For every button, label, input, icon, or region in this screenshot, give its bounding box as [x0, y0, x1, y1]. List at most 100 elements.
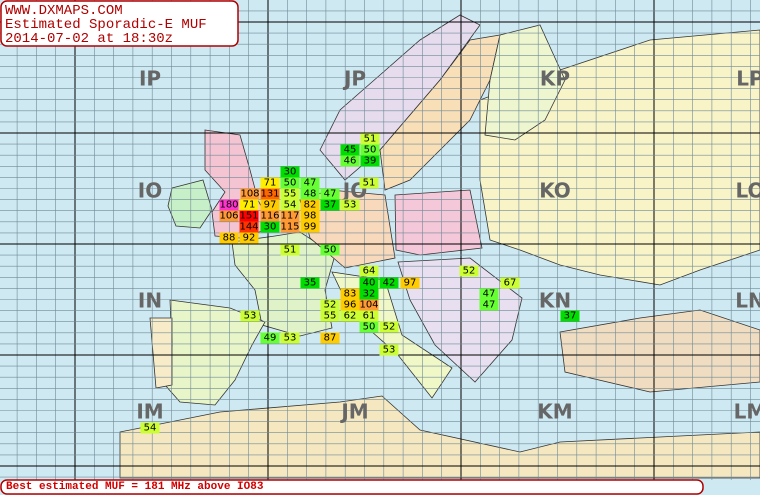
muf-cell: [340, 288, 360, 300]
muf-value: 104: [359, 300, 378, 311]
site-name: WWW.DXMAPS.COM: [5, 3, 123, 19]
muf-value: 71: [243, 200, 256, 211]
muf-cell: [280, 199, 300, 211]
muf-value: 54: [144, 423, 157, 434]
muf-value: 47: [483, 289, 496, 300]
muf-cell: [300, 177, 320, 189]
muf-cell: [280, 210, 300, 222]
muf-cell: [340, 144, 360, 156]
muf-value: 116: [260, 211, 279, 222]
muf-value: 115: [280, 222, 299, 233]
muf-cell: [359, 310, 379, 322]
locator-label: JP: [342, 67, 366, 91]
muf-cell: [239, 221, 259, 233]
muf-value: 131: [260, 189, 279, 200]
muf-cell: [340, 199, 360, 211]
muf-cell: [280, 244, 300, 256]
muf-cell: [280, 332, 300, 344]
muf-value: 35: [304, 278, 317, 289]
muf-cell: [459, 265, 479, 277]
muf-cell: [219, 232, 239, 244]
locator-label: LO: [735, 179, 760, 203]
locator-label: JM: [339, 400, 368, 424]
muf-value: 82: [304, 200, 317, 211]
muf-cell: [359, 277, 379, 289]
muf-value: 51: [364, 134, 377, 145]
footer-box: Best estimated MUF = 181 MHz above IO83: [0, 479, 704, 495]
muf-value: 180: [219, 200, 238, 211]
locator-label: IM: [136, 400, 163, 424]
country: [231, 231, 336, 337]
muf-value: 42: [383, 278, 396, 289]
muf-cell: [360, 155, 380, 167]
muf-cell: [479, 299, 499, 311]
muf-cell: [320, 244, 340, 256]
muf-value: 54: [284, 200, 297, 211]
locator-labels: IPJPKPLPIOJOKOLOINJNKNLNIMJMKMLM: [136, 67, 760, 424]
muf-value: 87: [324, 333, 337, 344]
muf-value: 45: [344, 145, 357, 156]
header-frame: [0, 0, 239, 47]
muf-cell: [280, 166, 300, 178]
muf-cell: [260, 332, 280, 344]
muf-cell: [280, 188, 300, 200]
muf-cell: [320, 188, 340, 200]
muf-value: 30: [264, 222, 277, 233]
muf-cell: [300, 221, 320, 233]
muf-value: 144: [239, 222, 258, 233]
muf-cell: [260, 199, 280, 211]
map-title: Estimated Sporadic-E MUF: [5, 17, 207, 33]
muf-cell: [140, 422, 160, 434]
muf-cell: [260, 177, 280, 189]
muf-value: 61: [363, 311, 376, 322]
locator-label: IO: [138, 179, 162, 203]
country: [119, 395, 760, 479]
muf-cell: [280, 177, 300, 189]
muf-value: 106: [219, 211, 238, 222]
muf-value: 48: [304, 189, 317, 200]
muf-cell: [280, 221, 300, 233]
muf-cell: [479, 288, 499, 300]
muf-value: 97: [404, 278, 417, 289]
muf-value: 39: [364, 156, 377, 167]
locator-label: IP: [139, 67, 161, 91]
muf-cell: [400, 277, 420, 289]
timestamp: 2014-07-02 at 18:30z: [5, 31, 173, 47]
muf-cell: [300, 277, 320, 289]
muf-cell: [320, 199, 340, 211]
country: [559, 309, 760, 393]
muf-value: 53: [344, 200, 357, 211]
muf-cell: [240, 310, 260, 322]
muf-cell: [219, 210, 239, 222]
muf-value: 62: [344, 311, 357, 322]
muf-value: 32: [363, 289, 376, 300]
muf-value: 52: [383, 322, 396, 333]
muf-value: 47: [324, 189, 337, 200]
muf-cell: [379, 321, 399, 333]
footer-text: Best estimated MUF = 181 MHz above IO83: [6, 481, 264, 493]
muf-value: 37: [324, 200, 337, 211]
muf-value: 37: [564, 311, 577, 322]
locator-label: LM: [734, 400, 760, 424]
muf-value: 50: [284, 178, 297, 189]
muf-value: 55: [284, 189, 297, 200]
muf-cell: [239, 199, 259, 211]
muf-value: 96: [344, 300, 357, 311]
muf-value: 53: [383, 345, 396, 356]
muf-value: 108: [240, 189, 259, 200]
locator-label: KM: [537, 400, 572, 424]
muf-cell: [219, 199, 239, 211]
muf-value: 30: [284, 167, 297, 178]
muf-cell: [359, 265, 379, 277]
muf-cell: [359, 288, 379, 300]
muf-value: 53: [244, 311, 257, 322]
muf-cell: [359, 321, 379, 333]
muf-cell: [260, 210, 280, 222]
muf-cell: [359, 177, 379, 189]
muf-value: 92: [243, 233, 256, 244]
muf-value: 88: [223, 233, 236, 244]
muf-cell: [560, 310, 580, 322]
muf-cell: [260, 188, 280, 200]
